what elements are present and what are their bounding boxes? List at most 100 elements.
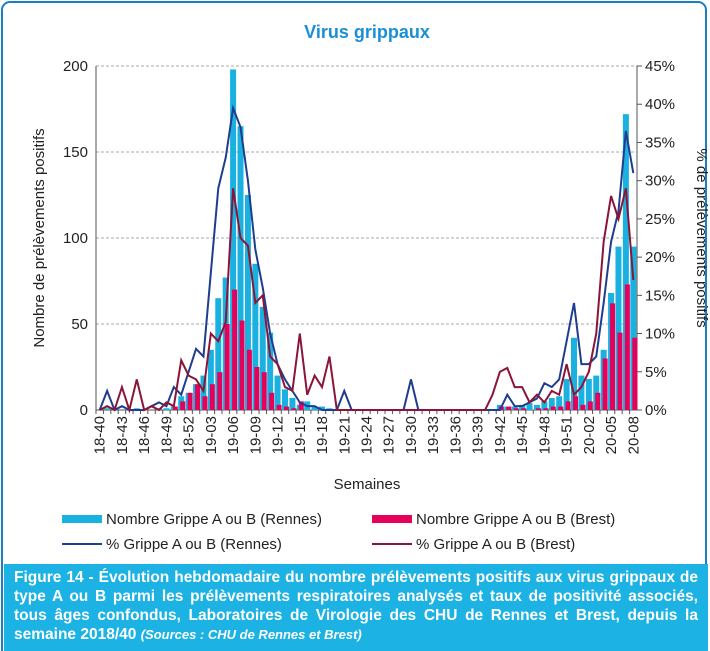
bar [200,375,207,410]
x-tick-label: 18-49 [158,416,175,454]
x-tick-label: 19-42 [492,416,509,454]
bar [630,246,637,410]
bar [565,401,571,410]
legend-label: % Grippe A ou B (Brest) [416,536,575,553]
y-tick-label: 150 [63,144,88,161]
x-tick-label: 19-30 [403,416,420,454]
x-tick-label: 18-43 [114,416,131,454]
bar [548,397,555,410]
x-tick-label: 19-36 [447,416,464,454]
bar [585,379,592,410]
bar [232,289,238,410]
bar [513,408,519,410]
bar [202,396,208,410]
y-tick-label: 200 [63,58,88,75]
bar [215,298,222,410]
bar [610,303,616,410]
y2-tick-label: 40% [645,96,675,113]
x-tick-label: 19-27 [381,416,398,454]
bar [207,349,214,410]
y2-tick-label: 35% [645,134,675,151]
bar [526,403,533,410]
bar [283,406,289,410]
legend-label: % Grippe A ou B (Rennes) [106,536,282,553]
x-tick-label: 19-48 [536,416,553,454]
bar [267,332,274,410]
y2-tick-label: 30% [645,173,675,190]
bar [578,375,585,410]
bar [521,408,527,410]
x-tick-label: 19-15 [292,416,309,454]
bar [587,401,593,410]
y-tick-label: 100 [63,230,88,247]
bar [252,263,259,410]
bar [563,379,570,410]
bar [187,392,193,410]
x-tick-label: 18-46 [136,416,153,454]
legend-label: Nombre Grippe A ou B (Rennes) [106,511,322,528]
x-tick-label: 19-03 [203,416,220,454]
bar [602,358,608,410]
bar [230,69,237,410]
bar [274,375,281,410]
caption-source: (Sources : CHU de Rennes et Brest) [140,627,362,642]
x-tick-label: 19-09 [247,416,264,454]
bar [172,406,178,410]
bar [543,408,549,410]
x-tick-label: 19-18 [314,416,331,454]
bar [254,367,260,410]
bar [622,114,629,410]
x-tick-label: 18-52 [181,416,198,454]
bar [281,389,288,410]
bar [580,404,586,410]
bar [209,384,215,410]
bar [617,332,623,410]
bar [246,349,252,410]
caption: Figure 14 - Évolution hebdomadaire du no… [4,564,708,651]
x-tick-label: 19-51 [559,416,576,454]
x-tick-label: 19-12 [270,416,287,454]
bar [595,392,601,410]
bar [550,406,556,410]
bar [615,246,622,410]
y2-tick-label: 25% [645,211,675,228]
bar [319,406,326,410]
y2-tick-label: 15% [645,287,675,304]
x-tick-label: 19-33 [425,416,442,454]
x-axis-title: Semaines [334,476,401,493]
bar [558,406,564,410]
y-tick-label: 50 [71,316,88,333]
x-tick-label: 19-45 [514,416,531,454]
x-tick-label: 20-02 [581,416,598,454]
x-tick-label: 20-08 [625,416,642,454]
y2-tick-label: 0% [645,402,667,419]
y2-tick-label: 10% [645,326,675,343]
x-tick-label: 18-40 [92,416,109,454]
bar [163,408,170,410]
bar [180,401,186,410]
y2-tick-label: 5% [645,364,667,381]
x-tick-label: 20-05 [603,416,620,454]
caption-text: Figure 14 - Évolution hebdomadaire du no… [14,569,698,643]
x-tick-label: 19-21 [336,416,353,454]
bar [535,408,541,410]
bar [289,397,296,410]
legend-swatch [62,515,102,523]
bar [237,126,244,410]
x-tick-label: 19-06 [225,416,242,454]
bar [195,384,201,410]
bar [571,337,578,410]
y-tick-label: 0 [80,402,88,419]
bar [261,372,267,410]
bar [556,396,563,410]
bar [298,401,304,410]
y2-tick-label: 45% [645,58,675,75]
line [99,188,635,414]
bar [519,404,526,410]
y2-tick-label: 20% [645,249,675,266]
bar [632,337,638,410]
bar [259,306,266,410]
